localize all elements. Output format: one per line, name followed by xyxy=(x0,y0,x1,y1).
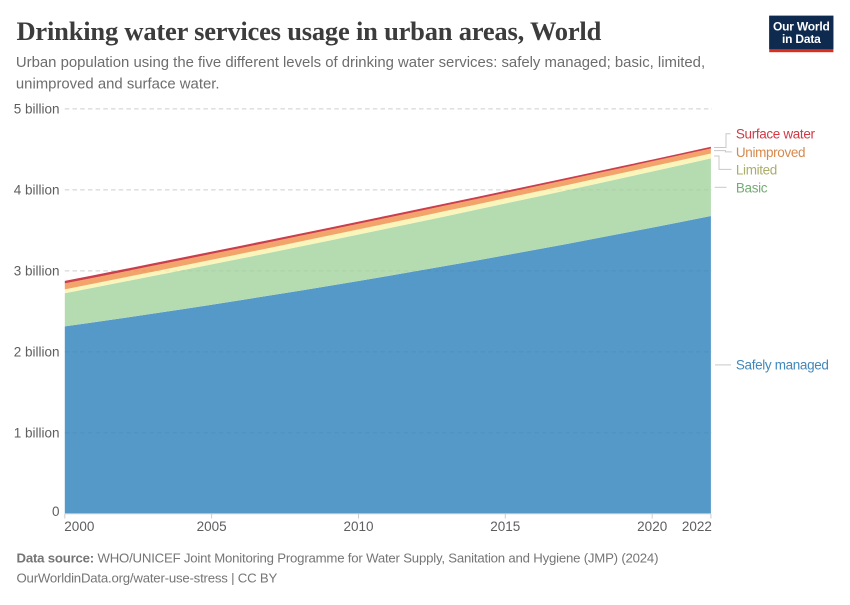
svg-text:Basic: Basic xyxy=(736,181,768,196)
svg-text:2022: 2022 xyxy=(682,519,712,534)
svg-text:0: 0 xyxy=(52,504,60,519)
svg-text:Data source: WHO/UNICEF Joint: Data source: WHO/UNICEF Joint Monitoring… xyxy=(17,550,659,565)
svg-text:3 billion: 3 billion xyxy=(14,264,60,279)
svg-text:Drinking water services usage: Drinking water services usage in urban a… xyxy=(17,16,602,46)
svg-text:unimproved and surface water.: unimproved and surface water. xyxy=(16,77,220,93)
svg-text:1 billion: 1 billion xyxy=(14,426,60,441)
svg-text:Safely managed: Safely managed xyxy=(736,358,829,373)
svg-text:2010: 2010 xyxy=(343,519,373,534)
svg-text:in Data: in Data xyxy=(782,32,821,46)
svg-text:2005: 2005 xyxy=(197,519,227,534)
svg-text:Our World: Our World xyxy=(773,20,830,34)
svg-text:4 billion: 4 billion xyxy=(14,183,60,198)
svg-text:2015: 2015 xyxy=(490,519,520,534)
svg-text:Surface water: Surface water xyxy=(736,127,816,142)
svg-text:OurWorldinData.org/water-use-s: OurWorldinData.org/water-use-stress | CC… xyxy=(17,570,278,585)
svg-text:Unimproved: Unimproved xyxy=(736,145,805,160)
svg-text:2000: 2000 xyxy=(64,519,94,534)
svg-text:Limited: Limited xyxy=(736,163,777,178)
svg-text:5 billion: 5 billion xyxy=(14,102,60,117)
svg-text:2020: 2020 xyxy=(637,519,667,534)
svg-text:2 billion: 2 billion xyxy=(14,345,60,360)
svg-text:Urban population using the fiv: Urban population using the five differen… xyxy=(16,55,705,71)
